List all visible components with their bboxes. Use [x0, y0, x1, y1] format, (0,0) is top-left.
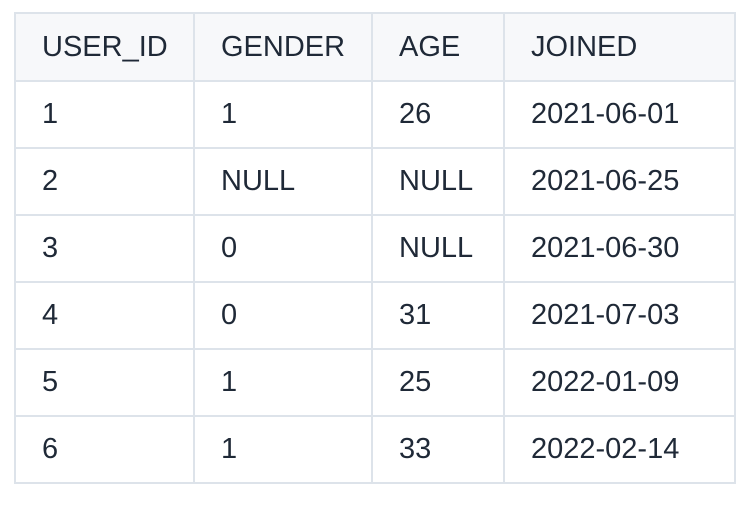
column-header: GENDER	[193, 12, 373, 82]
table-cell: 1	[14, 80, 195, 149]
table-cell: 0	[193, 281, 373, 350]
table-body: 1 1 26 2021-06-01 2 NULL NULL 2021-06-25 3 0 NULL 2…	[14, 80, 736, 484]
table-cell: 1	[193, 415, 373, 484]
table-row: 4 0 31 2021-07-03	[14, 281, 736, 350]
table-cell: 4	[14, 281, 195, 350]
table-cell: NULL	[193, 147, 373, 216]
table-row: 6 1 33 2022-02-14	[14, 415, 736, 484]
table-cell: 6	[14, 415, 195, 484]
table-cell: 26	[371, 80, 505, 149]
table-cell: 2022-01-09	[503, 348, 736, 417]
table-cell: 2021-06-30	[503, 214, 736, 283]
header-row: USER_ID GENDER AGE JOINED	[14, 12, 736, 82]
table-cell: 33	[371, 415, 505, 484]
column-header: JOINED	[503, 12, 736, 82]
column-header: USER_ID	[14, 12, 195, 82]
table-cell: 31	[371, 281, 505, 350]
table-cell: 25	[371, 348, 505, 417]
table-cell: 2	[14, 147, 195, 216]
table-cell: 0	[193, 214, 373, 283]
table-cell: NULL	[371, 214, 505, 283]
column-header: AGE	[371, 12, 505, 82]
table-cell: 1	[193, 348, 373, 417]
table-cell: 2021-07-03	[503, 281, 736, 350]
table-cell: 5	[14, 348, 195, 417]
table-row: 5 1 25 2022-01-09	[14, 348, 736, 417]
table-row: 1 1 26 2021-06-01	[14, 80, 736, 149]
table-cell: 2021-06-01	[503, 80, 736, 149]
table-cell: NULL	[371, 147, 505, 216]
table-cell: 3	[14, 214, 195, 283]
table-row: 2 NULL NULL 2021-06-25	[14, 147, 736, 216]
table-header: USER_ID GENDER AGE JOINED	[14, 12, 736, 82]
data-table: USER_ID GENDER AGE JOINED 1 1 26 2021-06-01 2 NU…	[14, 12, 736, 484]
table-row: 3 0 NULL 2021-06-30	[14, 214, 736, 283]
table-cell: 1	[193, 80, 373, 149]
table-cell: 2021-06-25	[503, 147, 736, 216]
table-cell: 2022-02-14	[503, 415, 736, 484]
